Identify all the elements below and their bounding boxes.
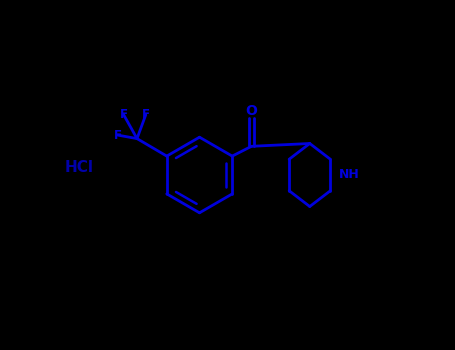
Text: F: F [120, 108, 128, 121]
Text: O: O [246, 104, 258, 118]
Text: F: F [114, 128, 122, 142]
Text: HCl: HCl [64, 161, 93, 175]
Text: F: F [142, 108, 150, 121]
Text: NH: NH [339, 168, 360, 182]
